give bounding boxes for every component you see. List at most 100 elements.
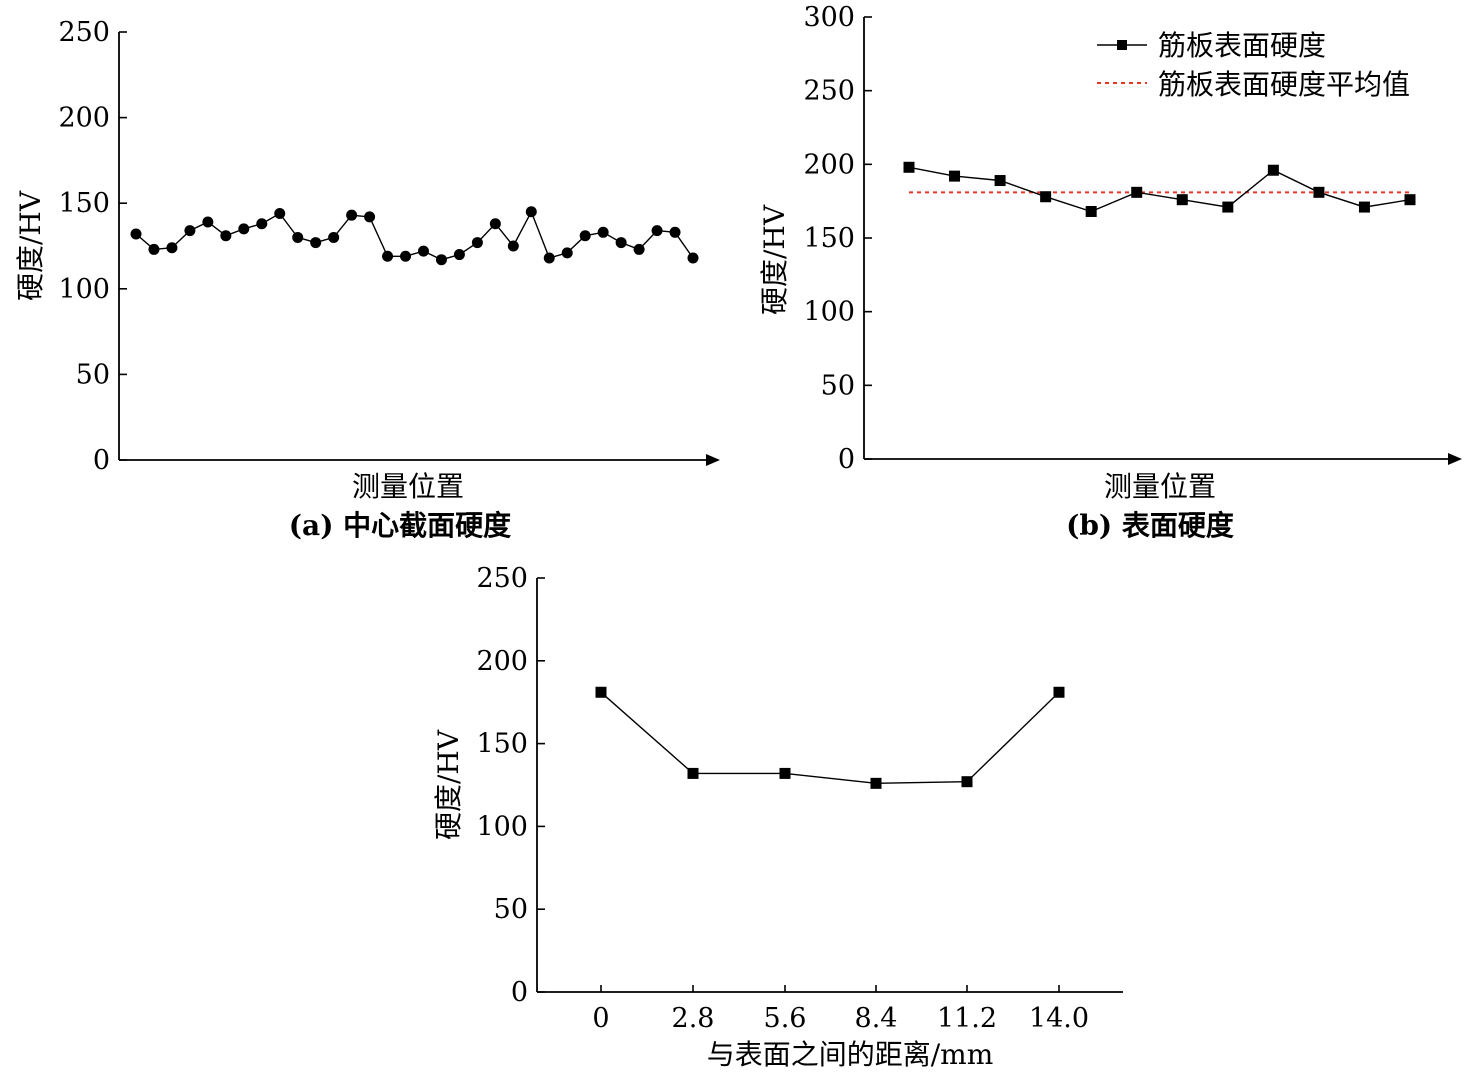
- chart-b-markers: [903, 161, 1416, 217]
- chart-a-point: [148, 243, 160, 255]
- chart-a-y-ticks: 0 50 100 150 200 250: [58, 17, 127, 476]
- chart-a-point: [346, 209, 358, 221]
- chart-b-point: [1131, 186, 1143, 198]
- chart-a-y-tick-label: 200: [58, 103, 110, 134]
- chart-a-point: [292, 231, 304, 243]
- chart-a-y-tick-label: 250: [58, 17, 110, 48]
- chart-a-point: [256, 218, 268, 230]
- chart-a-point: [471, 237, 483, 249]
- chart-a-y-tick-label: 50: [76, 359, 110, 390]
- chart-b-caption: (b) 表面硬度: [1066, 509, 1234, 542]
- chart-b-point: [994, 175, 1006, 187]
- chart-c-x-tick-label: 2.8: [672, 1003, 715, 1034]
- chart-a-markers: [130, 206, 699, 266]
- chart-a-point: [238, 223, 250, 235]
- chart-b-legend: 筋板表面硬度 筋板表面硬度平均值: [1097, 29, 1410, 101]
- chart-a-point: [435, 254, 447, 266]
- chart-b-series-line: [908, 166, 1411, 213]
- chart-a-point: [651, 225, 663, 237]
- chart-b-y-tick-label: 200: [803, 149, 855, 180]
- chart-a-point: [184, 225, 196, 237]
- chart-a: 0 50 100 150 200 250 硬度/HV 测量位置 (a) 中心截面硬度: [14, 17, 720, 542]
- chart-c-x-tick-label: 11.2: [937, 1003, 997, 1034]
- chart-a-point: [597, 226, 609, 238]
- chart-b-point: [903, 161, 915, 173]
- chart-c-y-label: 硬度/HV: [432, 729, 465, 840]
- chart-b-y-ticks: 0 50 100 150 200 250 300: [803, 2, 872, 475]
- chart-c-y-tick-label: 150: [476, 729, 528, 760]
- chart-a-x-label: 测量位置: [352, 470, 464, 503]
- chart-b-point: [1404, 194, 1416, 206]
- chart-c-x-tick-label: 5.6: [764, 1003, 807, 1034]
- chart-a-point: [615, 237, 627, 249]
- chart-a-caption: (a) 中心截面硬度: [289, 509, 511, 542]
- chart-a-point: [633, 243, 645, 255]
- chart-a-point: [220, 230, 232, 242]
- chart-c-y-tick-label: 100: [476, 811, 528, 842]
- legend-series-marker: [1117, 40, 1127, 50]
- chart-a-point: [382, 250, 394, 262]
- chart-c-x-tick-label: 14.0: [1029, 1003, 1089, 1034]
- chart-c-y-tick-label: 0: [511, 977, 528, 1008]
- chart-a-point: [328, 231, 340, 243]
- chart-c-y-tick-label: 50: [494, 894, 528, 925]
- legend-series-label: 筋板表面硬度: [1158, 29, 1326, 62]
- chart-a-point: [400, 250, 412, 262]
- chart-c-point: [595, 686, 607, 698]
- chart-a-point: [579, 230, 591, 242]
- chart-a-point: [453, 249, 465, 261]
- chart-b-point: [1222, 201, 1234, 213]
- chart-a-series-line: [135, 210, 694, 261]
- chart-b-point: [1176, 194, 1188, 206]
- chart-a-y-tick-label: 100: [58, 274, 110, 305]
- chart-b-y-tick-label: 150: [803, 223, 855, 254]
- chart-a-point: [166, 242, 178, 254]
- chart-a-point: [310, 237, 322, 249]
- chart-c-y-tick-label: 200: [476, 646, 528, 677]
- chart-b-point: [949, 170, 961, 182]
- legend-average-label: 筋板表面硬度平均值: [1158, 68, 1410, 101]
- chart-b: 0 50 100 150 200 250 300 硬度/HV 测量位置 (b) 表面硬度 筋…: [758, 2, 1462, 542]
- chart-a-point: [364, 211, 376, 223]
- chart-b-point: [1358, 201, 1370, 213]
- chart-a-point: [507, 240, 519, 252]
- chart-b-y-label: 硬度/HV: [758, 204, 791, 315]
- chart-c-x-tick-label: 8.4: [855, 1003, 898, 1034]
- chart-c-x-tick-label: 0: [592, 1003, 609, 1034]
- chart-a-point: [130, 228, 142, 240]
- chart-b-y-tick-label: 300: [803, 2, 855, 33]
- chart-a-point: [202, 216, 214, 228]
- chart-a-point: [561, 247, 573, 259]
- chart-b-point: [1267, 164, 1279, 176]
- chart-c-x-label: 与表面之间的距离/mm: [707, 1038, 994, 1071]
- chart-b-point: [1040, 191, 1052, 203]
- chart-c-y-tick-label: 250: [476, 563, 528, 594]
- chart-a-point: [417, 245, 429, 257]
- chart-c-point: [779, 767, 791, 779]
- chart-c-x-ticks: 0 2.8 5.6 8.4 11.2 14.0: [592, 985, 1089, 1034]
- chart-a-y-tick-label: 0: [93, 445, 110, 476]
- chart-b-point: [1313, 186, 1325, 198]
- chart-c-point: [961, 776, 973, 788]
- chart-a-point: [543, 252, 555, 264]
- chart-b-y-tick-label: 50: [821, 370, 855, 401]
- chart-c-point: [687, 767, 699, 779]
- chart-b-point: [1085, 205, 1097, 217]
- chart-c-point: [870, 777, 882, 789]
- chart-b-y-tick-label: 100: [803, 297, 855, 328]
- chart-a-point: [669, 226, 681, 238]
- chart-b-y-tick-label: 0: [838, 444, 855, 475]
- chart-c-markers: [595, 686, 1065, 789]
- chart-c-series-line: [600, 691, 1060, 785]
- chart-a-y-tick-label: 150: [58, 188, 110, 219]
- chart-b-x-label: 测量位置: [1104, 470, 1216, 503]
- chart-a-point: [489, 218, 501, 230]
- chart-c: 0 50 100 150 200 250 0 2.8 5.6 8.4 11.2 14.0 硬度/HV…: [432, 563, 1123, 1071]
- chart-c-point: [1053, 686, 1065, 698]
- chart-a-y-label: 硬度/HV: [14, 190, 47, 301]
- chart-c-y-ticks: 0 50 100 150 200 250: [476, 563, 545, 1008]
- chart-a-point: [525, 206, 537, 218]
- chart-b-y-tick-label: 250: [803, 76, 855, 107]
- chart-a-point: [274, 207, 286, 219]
